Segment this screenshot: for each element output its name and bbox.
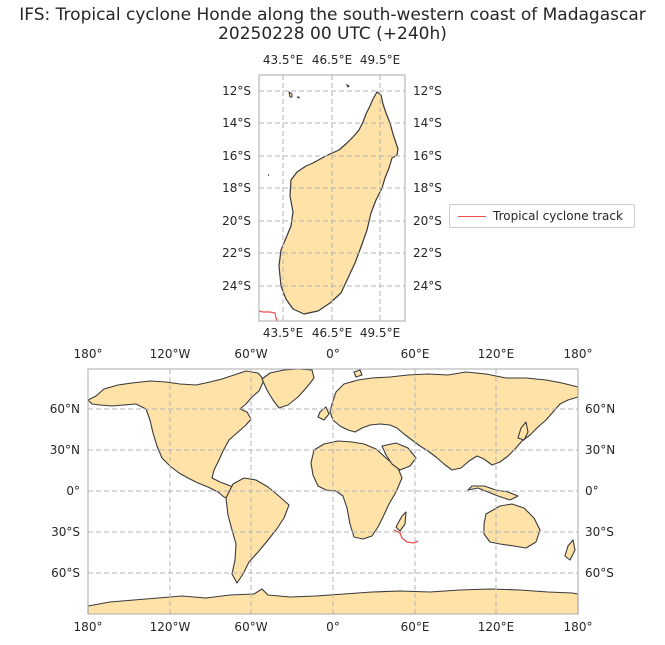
world-lat-tick-right: 30°N: [585, 443, 616, 457]
regional-gridlines: [259, 75, 405, 321]
world-lat-tick-left: 60°S: [51, 566, 80, 580]
british-isles-land: [317, 406, 330, 421]
world-lat-tick-right: 60°S: [585, 566, 614, 580]
world-cyclone-track: [393, 529, 419, 544]
regional-lat-tick-left: 18°S: [222, 181, 251, 195]
world-gridlines: [88, 369, 578, 614]
world-lon-tick-bottom: 120°W: [149, 620, 191, 634]
world-map-frame: [87, 368, 579, 615]
legend: Tropical cyclone track: [449, 204, 635, 228]
world-lon-tick-top: 60°W: [234, 347, 268, 361]
arabia-land: [381, 442, 417, 471]
regional-lat-tick-right: 24°S: [413, 279, 442, 293]
chart-title-line2: 20250228 00 UTC (+240h): [218, 24, 447, 44]
new-zealand-land: [564, 539, 576, 561]
world-lat-tick-left: 60°N: [49, 402, 80, 416]
regional-lon-tick-top: 49.5°E: [359, 53, 401, 67]
australia-land: [483, 503, 541, 549]
world-lon-tick-top: 120°W: [149, 347, 191, 361]
world-lon-tick-top: 180°: [73, 347, 103, 361]
regional-map: [258, 74, 406, 322]
world-lon-tick-bottom: 60°E: [400, 620, 430, 634]
world-lon-tick-top: 180°: [563, 347, 593, 361]
world-lat-tick-right: 30°S: [585, 525, 614, 539]
world-lon-tick-bottom: 180°: [563, 620, 593, 634]
japan-land: [517, 421, 529, 441]
regional-lat-tick-right: 12°S: [413, 84, 442, 98]
world-lon-tick-bottom: 120°E: [477, 620, 515, 634]
svalbard-land: [353, 369, 363, 378]
chart-title-line1: IFS: Tropical cyclone Honde along the so…: [19, 5, 646, 25]
world-lat-tick-right: 0°: [585, 484, 599, 498]
greenland-land: [261, 368, 315, 409]
regional-lat-tick-right: 14°S: [413, 116, 442, 130]
legend-track-label: Tropical cyclone track: [493, 209, 623, 223]
regional-lon-tick-top: 43.5°E: [262, 53, 304, 67]
regional-lon-tick-bottom: 49.5°E: [359, 326, 401, 340]
regional-lat-tick-left: 16°S: [222, 149, 251, 163]
madagascar-world-land: [395, 511, 407, 532]
world-lat-tick-left: 30°S: [51, 525, 80, 539]
madagascar-land: [278, 91, 399, 315]
mayotte-island: [288, 90, 293, 98]
regional-lon-tick-top: 46.5°E: [311, 53, 353, 67]
regional-lat-tick-right: 20°S: [413, 214, 442, 228]
regional-lon-tick-bottom: 46.5°E: [311, 326, 353, 340]
world-lon-tick-bottom: 180°: [73, 620, 103, 634]
europe-asia-land: [329, 371, 579, 471]
world-lon-tick-top: 120°E: [477, 347, 515, 361]
regional-lon-tick-bottom: 43.5°E: [262, 326, 304, 340]
small-island: [296, 96, 300, 99]
regional-lat-tick-right: 22°S: [413, 246, 442, 260]
regional-lat-tick-left: 24°S: [222, 279, 251, 293]
africa-land: [310, 440, 403, 540]
north-america-land: [87, 370, 265, 500]
world-map: [87, 368, 579, 615]
legend-track-swatch: [458, 216, 486, 217]
world-lon-tick-top: 60°E: [400, 347, 430, 361]
regional-map-frame: [258, 74, 406, 322]
regional-lat-tick-left: 20°S: [222, 214, 251, 228]
world-lon-tick-bottom: 0°: [326, 620, 340, 634]
regional-lat-tick-left: 12°S: [222, 84, 251, 98]
world-lat-tick-left: 30°N: [49, 443, 80, 457]
world-lon-tick-bottom: 60°W: [234, 620, 268, 634]
regional-lat-tick-left: 22°S: [222, 246, 251, 260]
world-lon-tick-top: 0°: [326, 347, 340, 361]
regional-lat-tick-right: 16°S: [413, 149, 442, 163]
regional-lat-tick-right: 18°S: [413, 181, 442, 195]
regional-cyclone-track: [258, 310, 278, 322]
world-lat-tick-left: 0°: [66, 484, 80, 498]
regional-lat-tick-left: 14°S: [222, 116, 251, 130]
world-lat-tick-right: 60°N: [585, 402, 616, 416]
nosy-be-island: [345, 83, 350, 88]
